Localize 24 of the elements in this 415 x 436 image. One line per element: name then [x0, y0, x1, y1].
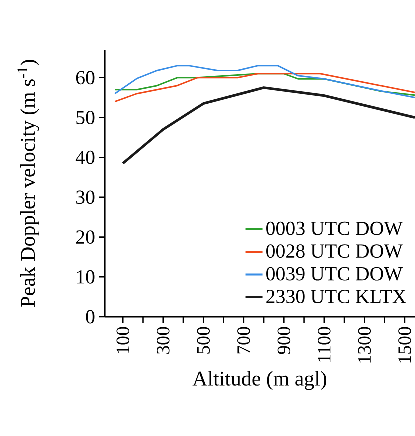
x-tick-label: 300: [157, 327, 170, 354]
line-series: [114, 73, 415, 103]
x-tick-label: 100: [116, 327, 130, 354]
x-tick-label: 1500: [398, 327, 412, 363]
x-tick-label: 700: [238, 327, 250, 354]
y-tick-label: 60: [76, 71, 95, 85]
y-tick-label: 10: [77, 270, 95, 284]
legend-label: 0003 UTC DOW: [266, 222, 403, 236]
line-series: [122, 86, 415, 165]
y-tick-label: 20: [76, 230, 95, 244]
y-tick-label: 50: [76, 111, 95, 124]
x-tick-label: 1100: [318, 327, 331, 362]
line-series: [114, 65, 415, 99]
x-tick-label: 500: [197, 327, 210, 354]
legend-label: 0028 UTC DOW: [266, 244, 403, 258]
x-axis-title: Altitude (m agl): [192, 371, 326, 390]
y-tick-label: 30: [76, 190, 95, 204]
x-tick-label: 900: [278, 327, 291, 354]
x-tick-label: 1300: [358, 327, 372, 363]
y-axis-title: Peak Doppler velocity (m s$^{-1}$): [18, 60, 40, 308]
y-tick-label: 0: [86, 310, 95, 324]
legend-label: 0039 UTC DOW: [266, 267, 403, 281]
y-tick-label: 40: [76, 150, 95, 164]
legend-label: 2330 UTC KLTX: [266, 290, 406, 304]
